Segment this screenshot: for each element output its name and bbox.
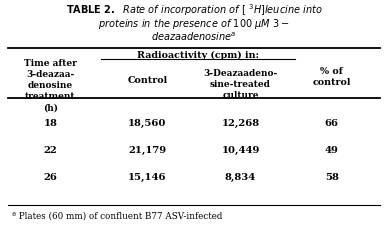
Text: Radioactivity (cpm) in:: Radioactivity (cpm) in: — [137, 51, 259, 60]
Text: Control: Control — [127, 75, 168, 84]
Text: $\mathbf{\mathit{deazaadenosine}}^a$: $\mathbf{\mathit{deazaadenosine}}^a$ — [151, 31, 237, 43]
Text: 12,268: 12,268 — [222, 118, 260, 127]
Text: 49: 49 — [325, 145, 339, 154]
Text: 18,560: 18,560 — [128, 118, 166, 127]
Text: 26: 26 — [43, 172, 57, 181]
Text: 21,179: 21,179 — [128, 145, 166, 154]
Text: 66: 66 — [325, 118, 339, 127]
Text: % of
control: % of control — [312, 66, 351, 86]
Text: 15,146: 15,146 — [128, 172, 167, 181]
Text: ª Plates (60 mm) of confluent B77 ASV-infected: ª Plates (60 mm) of confluent B77 ASV-in… — [12, 210, 222, 219]
Text: 58: 58 — [325, 172, 339, 181]
Text: 18: 18 — [43, 118, 57, 127]
Text: $\mathbf{TABLE\ 2.}$  $\mathbf{\mathit{Rate\ of\ incorporation\ of\ [\ {}^3H]leu: $\mathbf{TABLE\ 2.}$ $\mathbf{\mathit{Ra… — [66, 2, 322, 18]
Text: 3-Deazaadeno-
sine-treated
culture: 3-Deazaadeno- sine-treated culture — [203, 69, 278, 100]
Text: 22: 22 — [43, 145, 57, 154]
Text: $\mathbf{\mathit{proteins\ in\ the\ presence\ of\ 100\ \mu M\ 3-}}$: $\mathbf{\mathit{proteins\ in\ the\ pres… — [98, 17, 290, 31]
Text: 10,449: 10,449 — [222, 145, 260, 154]
Text: Time after
3-deazaa-
denosine
treatment
(h): Time after 3-deazaa- denosine treatment … — [24, 58, 77, 112]
Text: 8,834: 8,834 — [225, 172, 256, 181]
